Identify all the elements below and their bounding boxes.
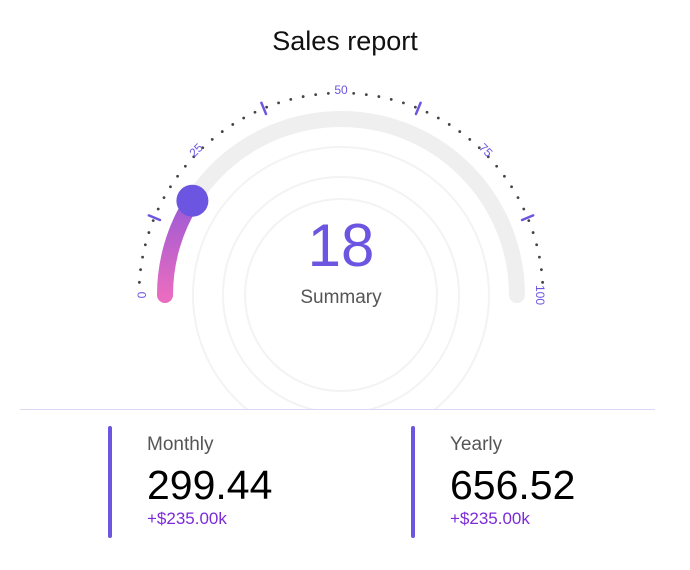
scale-dot <box>364 93 368 96</box>
stat-label: Monthly <box>147 434 214 455</box>
scale-dot <box>389 97 393 101</box>
gauge-knob <box>176 184 209 217</box>
scale-dot <box>137 280 141 284</box>
gauge-chart: 0 25 50 75 100 18 Summary <box>135 83 547 410</box>
scale-dot <box>151 219 155 223</box>
scale-dot <box>139 268 142 272</box>
scale-dot <box>314 93 318 96</box>
scale-dot <box>231 123 235 126</box>
scale-dot <box>201 146 205 150</box>
decorative-ring <box>222 176 460 410</box>
decorative-ring <box>192 146 490 410</box>
scale-tick <box>520 214 535 222</box>
scale-dot <box>210 137 214 141</box>
scale-dot <box>510 185 513 189</box>
scale-dot <box>377 95 381 98</box>
tick-label: 75 <box>476 140 496 160</box>
scale-tick <box>260 101 268 116</box>
scale-dot <box>183 164 187 168</box>
scale-dot <box>468 137 472 141</box>
scale-dot <box>402 101 405 105</box>
scale-dot <box>141 255 144 259</box>
scale-dot <box>326 91 330 95</box>
stat-value: 299.44 <box>147 462 273 508</box>
scale-dot <box>301 95 305 98</box>
stat-change: +$235.00k <box>450 509 530 528</box>
scale-dot <box>477 146 481 150</box>
scale-dot <box>531 231 535 234</box>
chart-title: Sales report <box>272 26 418 56</box>
scale-dot <box>220 130 224 133</box>
scale-dot <box>447 123 451 126</box>
scale-dot <box>162 196 166 200</box>
scale-dot <box>147 231 151 234</box>
scale-dot <box>436 116 440 120</box>
scale-dot <box>495 164 499 168</box>
scale-dot <box>527 219 531 223</box>
scale-dot <box>289 97 293 101</box>
scale-dot <box>143 243 147 247</box>
scale-dot <box>176 174 179 178</box>
scale-dot <box>540 268 543 272</box>
tick-label: 0 <box>135 291 149 298</box>
stat-change: +$235.00k <box>147 509 227 528</box>
scale-dot <box>458 130 462 133</box>
decorative-ring <box>244 198 438 392</box>
scale-dot <box>352 91 356 95</box>
scale-dot <box>277 101 280 105</box>
scale-dot <box>192 155 196 159</box>
stat-accent-bar <box>108 426 112 538</box>
scale-dot <box>541 280 545 284</box>
scale-dot <box>253 110 257 114</box>
scale-dot <box>169 185 172 189</box>
scale-dot <box>538 255 541 259</box>
stat-accent-bar <box>411 426 415 538</box>
gauge-center-label: Summary <box>300 287 382 308</box>
scale-tick <box>414 101 422 116</box>
scale-dot <box>516 196 520 200</box>
stat-value: 656.52 <box>450 462 576 508</box>
divider <box>20 409 655 410</box>
scale-dot <box>486 155 490 159</box>
tick-label: 100 <box>533 285 547 305</box>
scale-dot <box>535 243 539 247</box>
gauge-value: 18 <box>308 212 375 279</box>
tick-label: 25 <box>186 140 206 160</box>
scale-dot <box>265 105 269 109</box>
scale-dot <box>425 110 429 114</box>
scale-dot <box>156 207 160 211</box>
scale-dot <box>242 116 246 120</box>
tick-label: 50 <box>334 83 348 97</box>
stat-label: Yearly <box>450 434 503 455</box>
scale-tick <box>147 214 162 222</box>
scale-dot <box>503 174 506 178</box>
scale-dot <box>522 207 526 211</box>
scale-dot <box>413 105 417 109</box>
